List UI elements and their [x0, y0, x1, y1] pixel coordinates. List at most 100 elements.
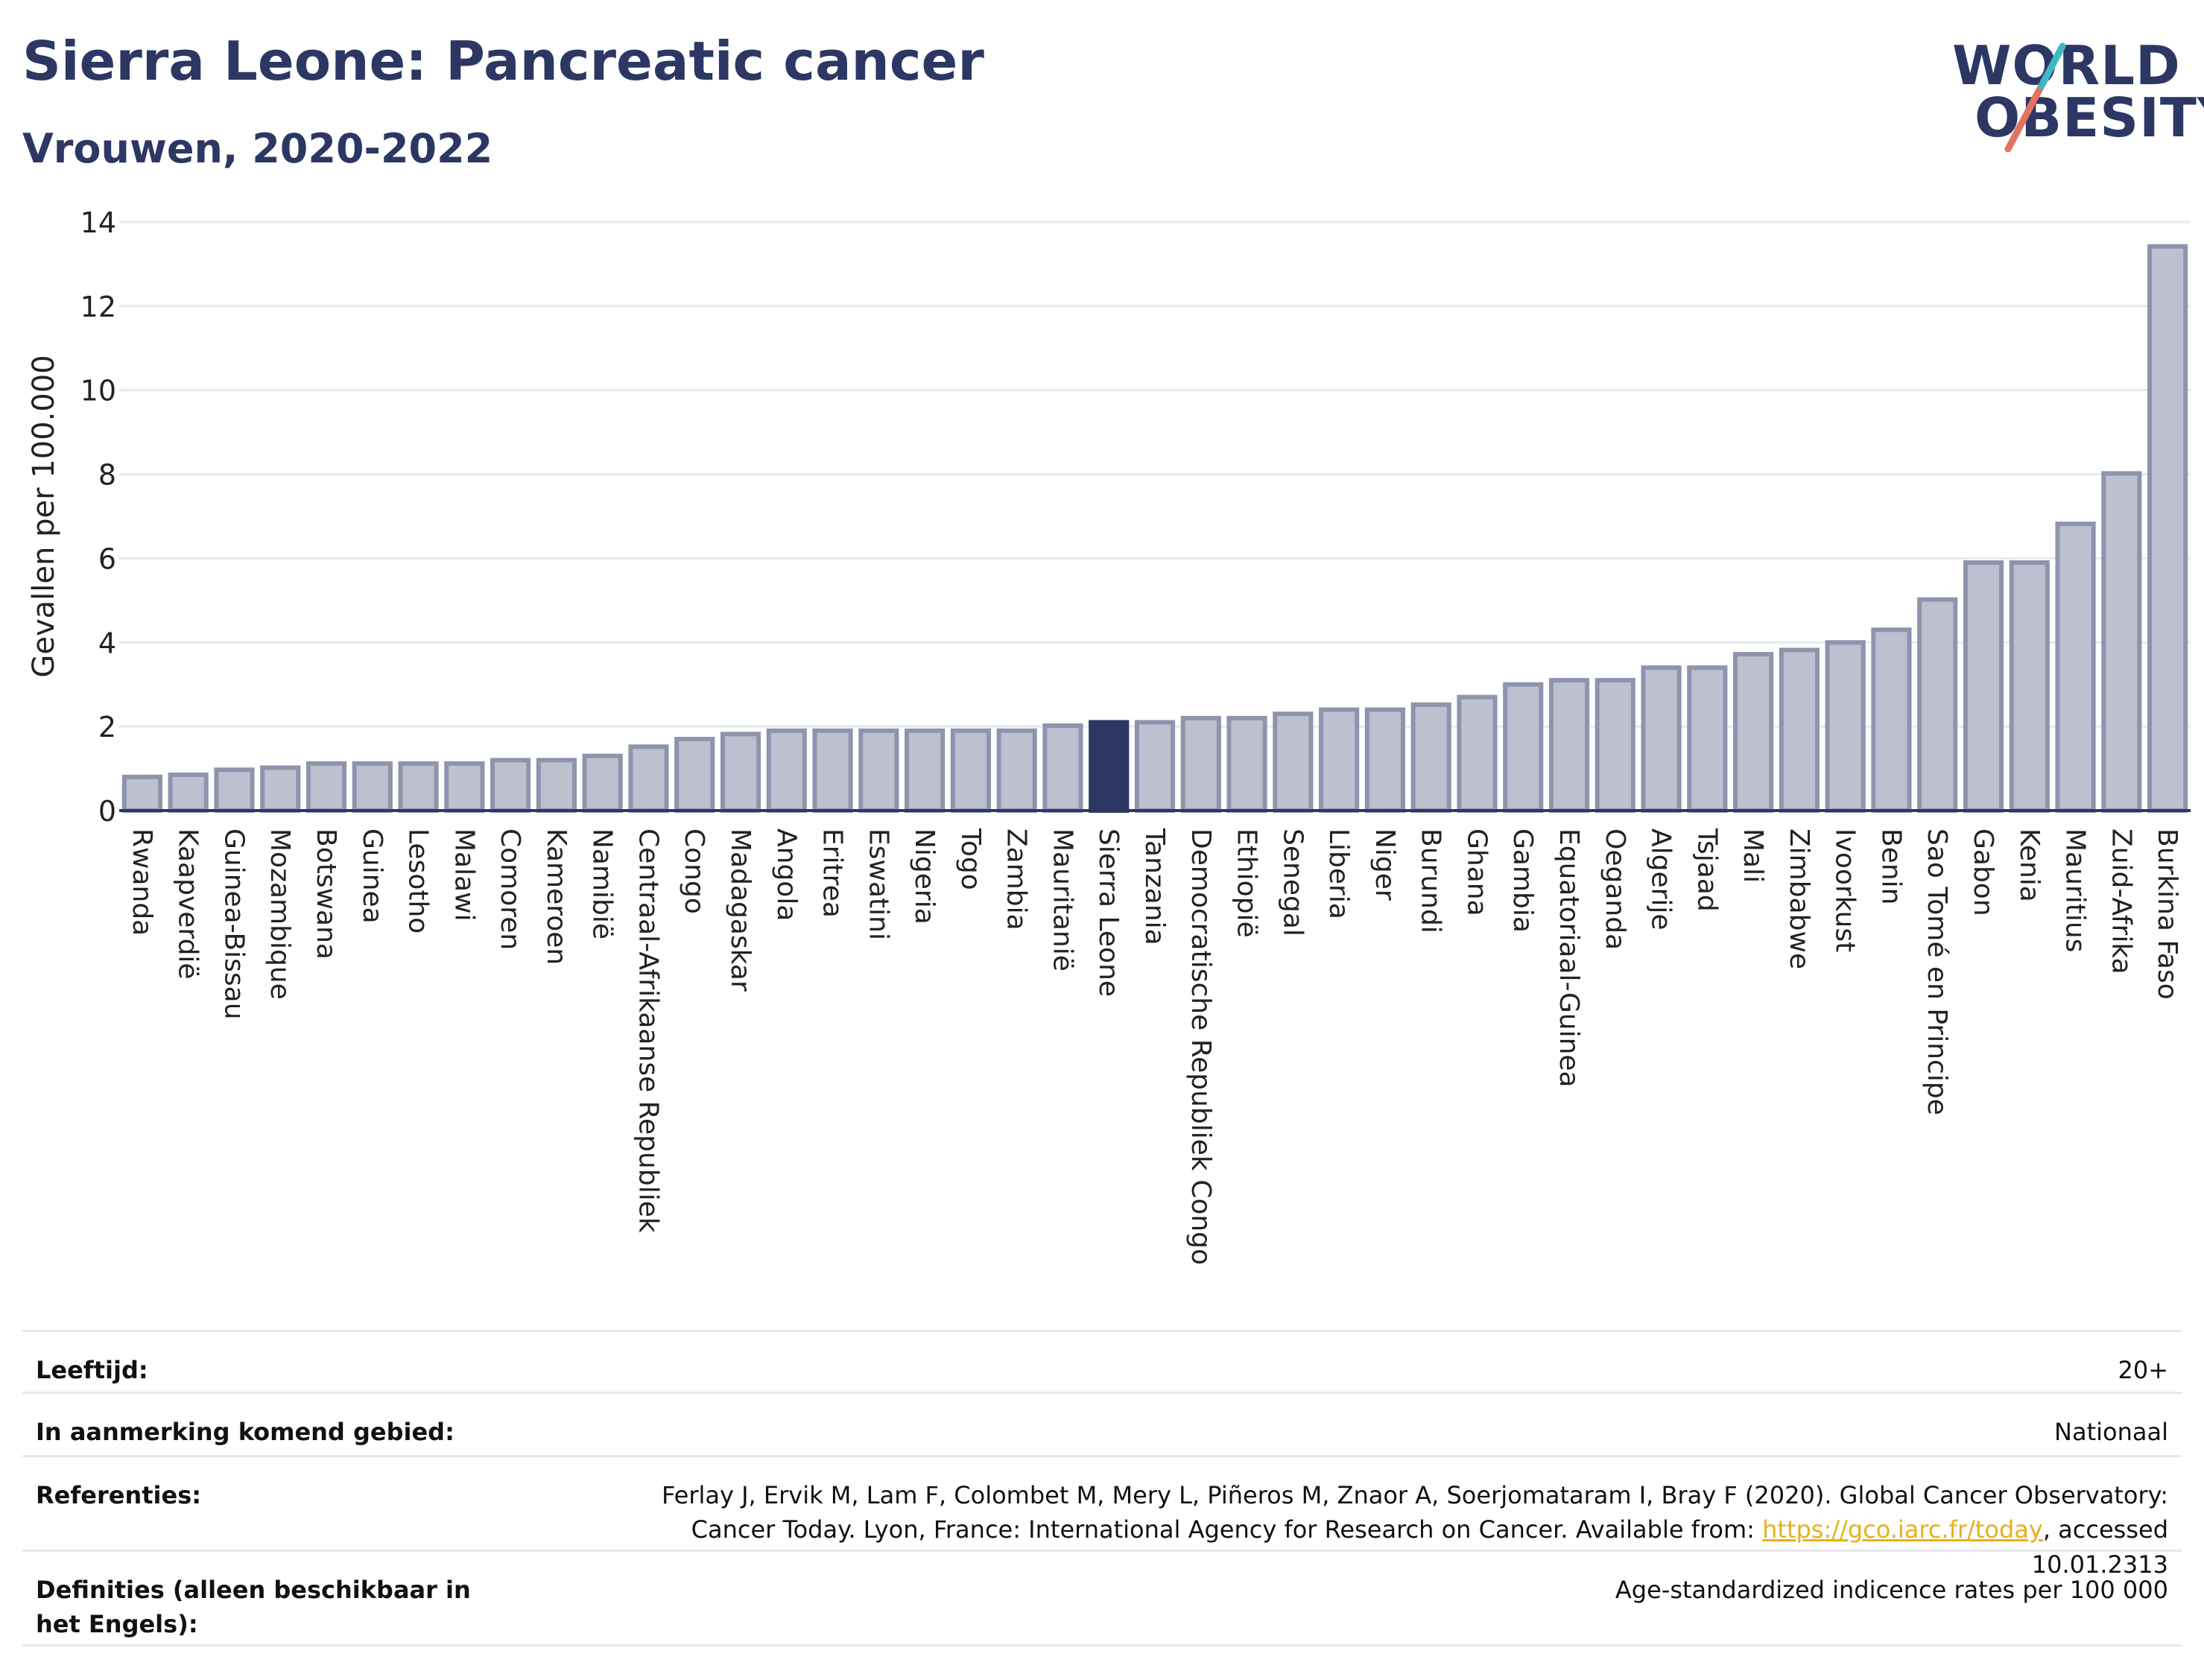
x-tick-label: Madagaskar	[725, 828, 756, 992]
bar	[628, 744, 669, 814]
x-tick-label: Togo	[955, 828, 986, 890]
x-tick-label: Centraal-Afrikaanse Republiek	[633, 828, 663, 1233]
x-tick-label: Mauritanië	[1047, 828, 1077, 971]
bar	[1825, 640, 1866, 813]
bar	[214, 767, 255, 813]
bar	[1226, 715, 1267, 813]
x-tick-label: Gabon	[1968, 828, 1998, 916]
bar	[1042, 723, 1083, 813]
logo-slash-icon	[2004, 42, 2066, 153]
area-label: In aanmerking komend gebied:	[36, 1418, 455, 1446]
x-tick-label: Tanzania	[1139, 828, 1170, 945]
x-tick-label: Guinea	[357, 828, 387, 924]
x-tick-label: Mozambique	[265, 828, 295, 1000]
references-text-2: , accessed 10.01.2313	[2031, 1515, 2168, 1579]
y-tick-label: 6	[98, 542, 116, 575]
x-tick-label: Zimbabwe	[1784, 828, 1814, 969]
bar	[1410, 702, 1451, 813]
bar	[305, 761, 347, 813]
y-tick-label: 8	[98, 459, 116, 492]
x-tick-label: Ivoorkust	[1830, 828, 1861, 952]
bar	[720, 732, 761, 813]
x-tick-label: Burkina Faso	[2152, 828, 2182, 1000]
bar	[1457, 694, 1498, 814]
bar	[1273, 711, 1314, 814]
definitions-label: Definities (alleen beschikbaar in het En…	[36, 1576, 471, 1639]
x-tick-label: Benin	[1875, 828, 1906, 904]
x-tick-label: Senegal	[1277, 828, 1308, 936]
x-tick-label: Zambia	[1001, 828, 1032, 931]
bar	[2147, 244, 2188, 813]
age-value: 20+	[2118, 1356, 2168, 1384]
meta-row-area: In aanmerking komend gebied: Nationaal	[22, 1392, 2182, 1455]
chart-subtitle: Vrouwen, 2020-2022	[22, 125, 493, 172]
bar	[1364, 707, 1405, 813]
references-text-1: Ferlay J, Ervik M, Lam F, Colombet M, Me…	[662, 1481, 2168, 1544]
references-value: Ferlay J, Ervik M, Lam F, Colombet M, Me…	[604, 1478, 2168, 1582]
x-tick-label: Lesotho	[403, 828, 434, 933]
definitions-value: Age-standardized indicence rates per 100…	[1615, 1576, 2168, 1604]
x-tick-label: Eritrea	[817, 828, 848, 918]
x-tick-label: Sao Tomé en Principe	[1922, 828, 1952, 1115]
bar	[1548, 678, 1590, 813]
x-tick-label: Burundi	[1416, 828, 1446, 933]
x-tick-label: Guinea-Bissau	[218, 828, 249, 1020]
meta-row-references: Referenties: Ferlay J, Ervik M, Lam F, C…	[22, 1455, 2182, 1579]
x-tick-label: Botswana	[311, 828, 341, 960]
x-tick-label: Sierra Leone	[1093, 828, 1124, 997]
x-tick-label: Algerije	[1646, 828, 1676, 931]
bar	[168, 773, 209, 813]
bar	[996, 728, 1037, 813]
references-link[interactable]: https://gco.iarc.fr/today	[1762, 1515, 2043, 1544]
x-tick-label: Nigeria	[909, 828, 940, 925]
y-tick-label: 10	[80, 375, 116, 408]
x-tick-label: Namibië	[587, 828, 618, 939]
x-tick-label: Gambia	[1507, 828, 1538, 933]
area-value: Nationaal	[2054, 1418, 2168, 1446]
bar	[766, 728, 807, 813]
references-label: Referenties:	[36, 1481, 202, 1509]
meta-row-age: Leeftijd: 20+	[22, 1330, 2182, 1392]
bar	[121, 774, 162, 813]
bar	[260, 765, 301, 814]
bar-chart: 0 2 4 6 8 10 12 14 Gevallen per 100.000 Rwanda Kaa…	[27, 206, 2191, 1265]
bar	[1595, 678, 1635, 813]
bar	[536, 758, 577, 813]
x-tick-label: Eswatini	[863, 828, 893, 940]
bar	[1134, 720, 1176, 813]
y-tick-label: 4	[98, 627, 116, 659]
bar	[1641, 665, 1682, 814]
x-tick-label: Democratische Republiek Congo	[1185, 828, 1216, 1265]
bar	[2009, 560, 2050, 813]
x-tick-label: Kameroen	[541, 828, 571, 965]
bar	[858, 728, 899, 813]
bar	[398, 761, 439, 813]
bar	[1089, 720, 1130, 813]
bar	[2055, 522, 2096, 813]
bar	[1779, 647, 1820, 814]
bar	[352, 761, 393, 813]
y-tick-label: 2	[98, 711, 116, 744]
bar	[2101, 471, 2142, 813]
y-tick-label: 14	[80, 206, 116, 239]
x-tick-label: Tsjaad	[1691, 828, 1722, 912]
x-tick-label: Malawi	[449, 828, 479, 922]
x-tick-label: Rwanda	[127, 828, 157, 936]
x-tick-label: Kenia	[2014, 828, 2045, 902]
bar	[1963, 560, 2004, 813]
bar	[1319, 707, 1360, 813]
metadata-table: Leeftijd: 20+ In aanmerking komend gebie…	[22, 1330, 2182, 1646]
x-tick-label: Liberia	[1323, 828, 1354, 919]
bar	[905, 728, 946, 813]
bar	[490, 758, 531, 813]
bar	[1687, 665, 1728, 814]
bar	[444, 761, 485, 813]
bar	[1871, 627, 1912, 813]
y-axis-label: Gevallen per 100.000	[27, 355, 61, 677]
bar	[1917, 597, 1958, 813]
bar	[674, 737, 715, 813]
world-obesity-logo: WORLD OBESITY	[1945, 22, 2204, 164]
x-tick-label: Niger	[1369, 828, 1400, 901]
x-tick-label: Equatoriaal-Guinea	[1554, 828, 1584, 1088]
bar	[1503, 682, 1544, 814]
